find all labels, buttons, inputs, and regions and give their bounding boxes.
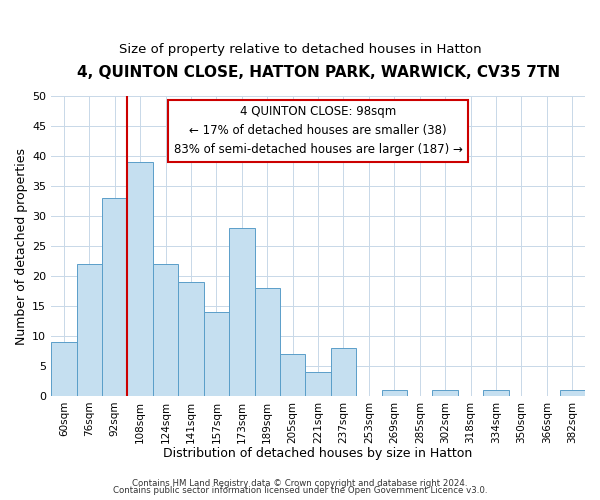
Text: Size of property relative to detached houses in Hatton: Size of property relative to detached ho… bbox=[119, 42, 481, 56]
Bar bbox=[280, 354, 305, 396]
Bar bbox=[127, 162, 153, 396]
Bar bbox=[178, 282, 203, 396]
Bar bbox=[484, 390, 509, 396]
Bar bbox=[433, 390, 458, 396]
Bar bbox=[153, 264, 178, 396]
Bar bbox=[51, 342, 77, 396]
Y-axis label: Number of detached properties: Number of detached properties bbox=[15, 148, 28, 344]
Bar bbox=[382, 390, 407, 396]
Bar bbox=[77, 264, 102, 396]
Bar bbox=[560, 390, 585, 396]
Bar bbox=[305, 372, 331, 396]
Text: Contains public sector information licensed under the Open Government Licence v3: Contains public sector information licen… bbox=[113, 486, 487, 495]
Text: Contains HM Land Registry data © Crown copyright and database right 2024.: Contains HM Land Registry data © Crown c… bbox=[132, 478, 468, 488]
Title: 4, QUINTON CLOSE, HATTON PARK, WARWICK, CV35 7TN: 4, QUINTON CLOSE, HATTON PARK, WARWICK, … bbox=[77, 65, 560, 80]
Text: 4 QUINTON CLOSE: 98sqm
← 17% of detached houses are smaller (38)
83% of semi-det: 4 QUINTON CLOSE: 98sqm ← 17% of detached… bbox=[173, 106, 463, 156]
Bar bbox=[229, 228, 254, 396]
Bar bbox=[102, 198, 127, 396]
Bar bbox=[331, 348, 356, 396]
Bar bbox=[254, 288, 280, 396]
X-axis label: Distribution of detached houses by size in Hatton: Distribution of detached houses by size … bbox=[163, 447, 473, 460]
Bar bbox=[203, 312, 229, 396]
